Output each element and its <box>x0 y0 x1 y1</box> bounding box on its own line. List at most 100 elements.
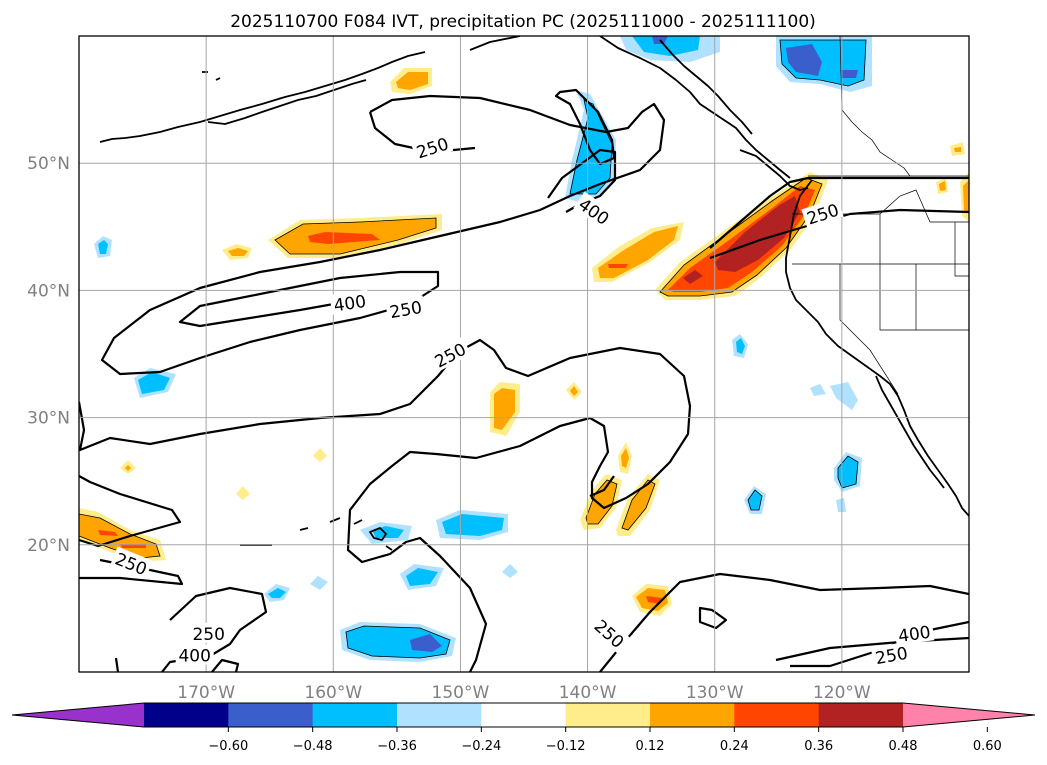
ivt-contour-250 <box>100 94 666 376</box>
lat-tick-label: 50°N <box>27 154 70 174</box>
coastline-layer <box>99 36 969 551</box>
lon-tick-label: 170°W <box>177 683 235 703</box>
colorbar-segment <box>650 703 735 727</box>
precip-outline <box>345 625 451 659</box>
ivt-contour-250 <box>698 606 728 630</box>
lon-tick-label: 130°W <box>686 683 744 703</box>
precip-negative-region <box>138 372 170 394</box>
contour-label: 250 <box>189 622 228 645</box>
contour-label-halo <box>428 336 472 373</box>
colorbar-extend-high <box>903 703 1035 727</box>
precip-positive-region <box>308 232 380 244</box>
contour-label-halo <box>385 295 427 322</box>
lat-tick-label: 30°N <box>27 409 70 429</box>
precip-negative-region <box>570 100 612 194</box>
precip-positive-region <box>683 270 703 284</box>
precip-negative-region <box>736 338 745 354</box>
us-west-coastline <box>785 179 969 517</box>
colorbar-tick-label: 0.60 <box>973 739 1002 754</box>
precip-negative-region <box>410 634 442 652</box>
contour-label-halo <box>189 622 228 643</box>
precip-positive-region <box>396 72 428 90</box>
precip-positive-region <box>98 530 118 536</box>
contour-label-text: 400 <box>332 292 367 316</box>
hawaii-islands <box>329 517 393 551</box>
ivt-contour-400 <box>211 658 240 672</box>
colorbar-tick-label: −0.48 <box>293 739 333 754</box>
colorbar-extend-low <box>12 703 144 727</box>
contour-label-halo <box>589 612 631 654</box>
precip-positive-region <box>963 180 969 214</box>
precip-positive-region <box>236 486 250 500</box>
colorbar-tick-label: 0.12 <box>636 739 665 754</box>
lat-tick-label: 40°N <box>27 281 70 301</box>
lon-tick-label: 160°W <box>304 683 362 703</box>
precip-outline <box>837 455 859 489</box>
baja-coastline <box>875 375 945 489</box>
colorbar-segment <box>565 703 651 727</box>
precip-negative-region <box>810 384 826 396</box>
ivt-contour-250 <box>589 475 615 498</box>
contour-label-halo <box>573 191 616 230</box>
lon-tick-label: 150°W <box>432 683 490 703</box>
precip-negative-region <box>786 44 822 76</box>
hawaii-islands <box>299 527 309 531</box>
bc-island-coastline <box>739 149 809 191</box>
colorbar-segment <box>734 703 820 727</box>
precip-positive-region <box>494 388 515 430</box>
ivt-contour-250 <box>709 176 969 249</box>
colorbar-tick-label: −0.24 <box>461 739 501 754</box>
precip-negative-region <box>406 568 438 586</box>
precip-negative-region <box>840 70 858 78</box>
state-borders <box>792 189 969 395</box>
precip-negative-region <box>502 564 518 578</box>
alaska-coastline <box>469 36 521 51</box>
precip-negative-region <box>836 498 846 512</box>
precip-outline <box>585 479 618 525</box>
ivt-contour-250 <box>775 636 969 662</box>
ivt-contour-250 <box>114 657 120 672</box>
alaska-panhandle-coastline <box>599 36 791 179</box>
contour-label-halo <box>175 644 214 665</box>
latitude-axis: 20°N 30°N 40°N 50°N <box>27 154 70 556</box>
alaska-coastline <box>99 51 426 143</box>
lon-tick-label: 120°W <box>813 683 871 703</box>
alaska-panhandle-coastline <box>659 39 753 135</box>
precipitation-fill-layer <box>79 36 969 662</box>
precip-positive-region <box>570 386 578 396</box>
precip-outline <box>779 39 867 87</box>
map-frame <box>78 35 970 673</box>
graticule-grid <box>79 36 969 672</box>
precip-negative-region <box>98 240 108 254</box>
lat-tick-label: 20°N <box>27 536 70 556</box>
precip-negative-region <box>838 456 858 488</box>
ivt-contour-250 <box>599 572 969 672</box>
contour-label-halo <box>801 197 844 229</box>
colorbar-segment <box>144 703 229 727</box>
colorbar-tick-label: 0.24 <box>720 739 749 754</box>
contour-label-halo <box>110 546 153 580</box>
precip-negative-region <box>268 588 286 598</box>
precip-positive-region <box>608 264 628 268</box>
colorbar-tick-label: −0.60 <box>208 739 248 754</box>
precip-negative-region <box>830 382 858 410</box>
contour-label: 400 <box>175 644 214 666</box>
contour-label-text: 250 <box>192 625 224 645</box>
contour-label-text: 400 <box>178 646 210 666</box>
map-background <box>79 36 969 672</box>
colorbar-tick-label: 0.36 <box>804 739 833 754</box>
precip-positive-region <box>228 248 248 256</box>
alaska-coastline <box>207 79 367 125</box>
alaska-canada-border <box>839 36 911 177</box>
precip-positive-region <box>622 480 655 530</box>
colorbar-outline <box>11 702 1036 728</box>
colorbar: −0.60 −0.48 −0.36 −0.24 −0.12 0.12 0.24 0.36 0.4… <box>11 702 1036 754</box>
longitude-axis: 170°W 160°W 150°W 140°W 130°W 120°W <box>177 683 871 703</box>
precip-positive-region <box>954 147 961 152</box>
contour-label-halo <box>410 131 454 163</box>
contour-label-halo <box>870 641 912 668</box>
precip-positive-region <box>939 181 946 191</box>
precip-negative-region <box>442 514 504 536</box>
chart-title: 2025110700 F084 IVT, precipitation PC (2… <box>230 12 816 32</box>
